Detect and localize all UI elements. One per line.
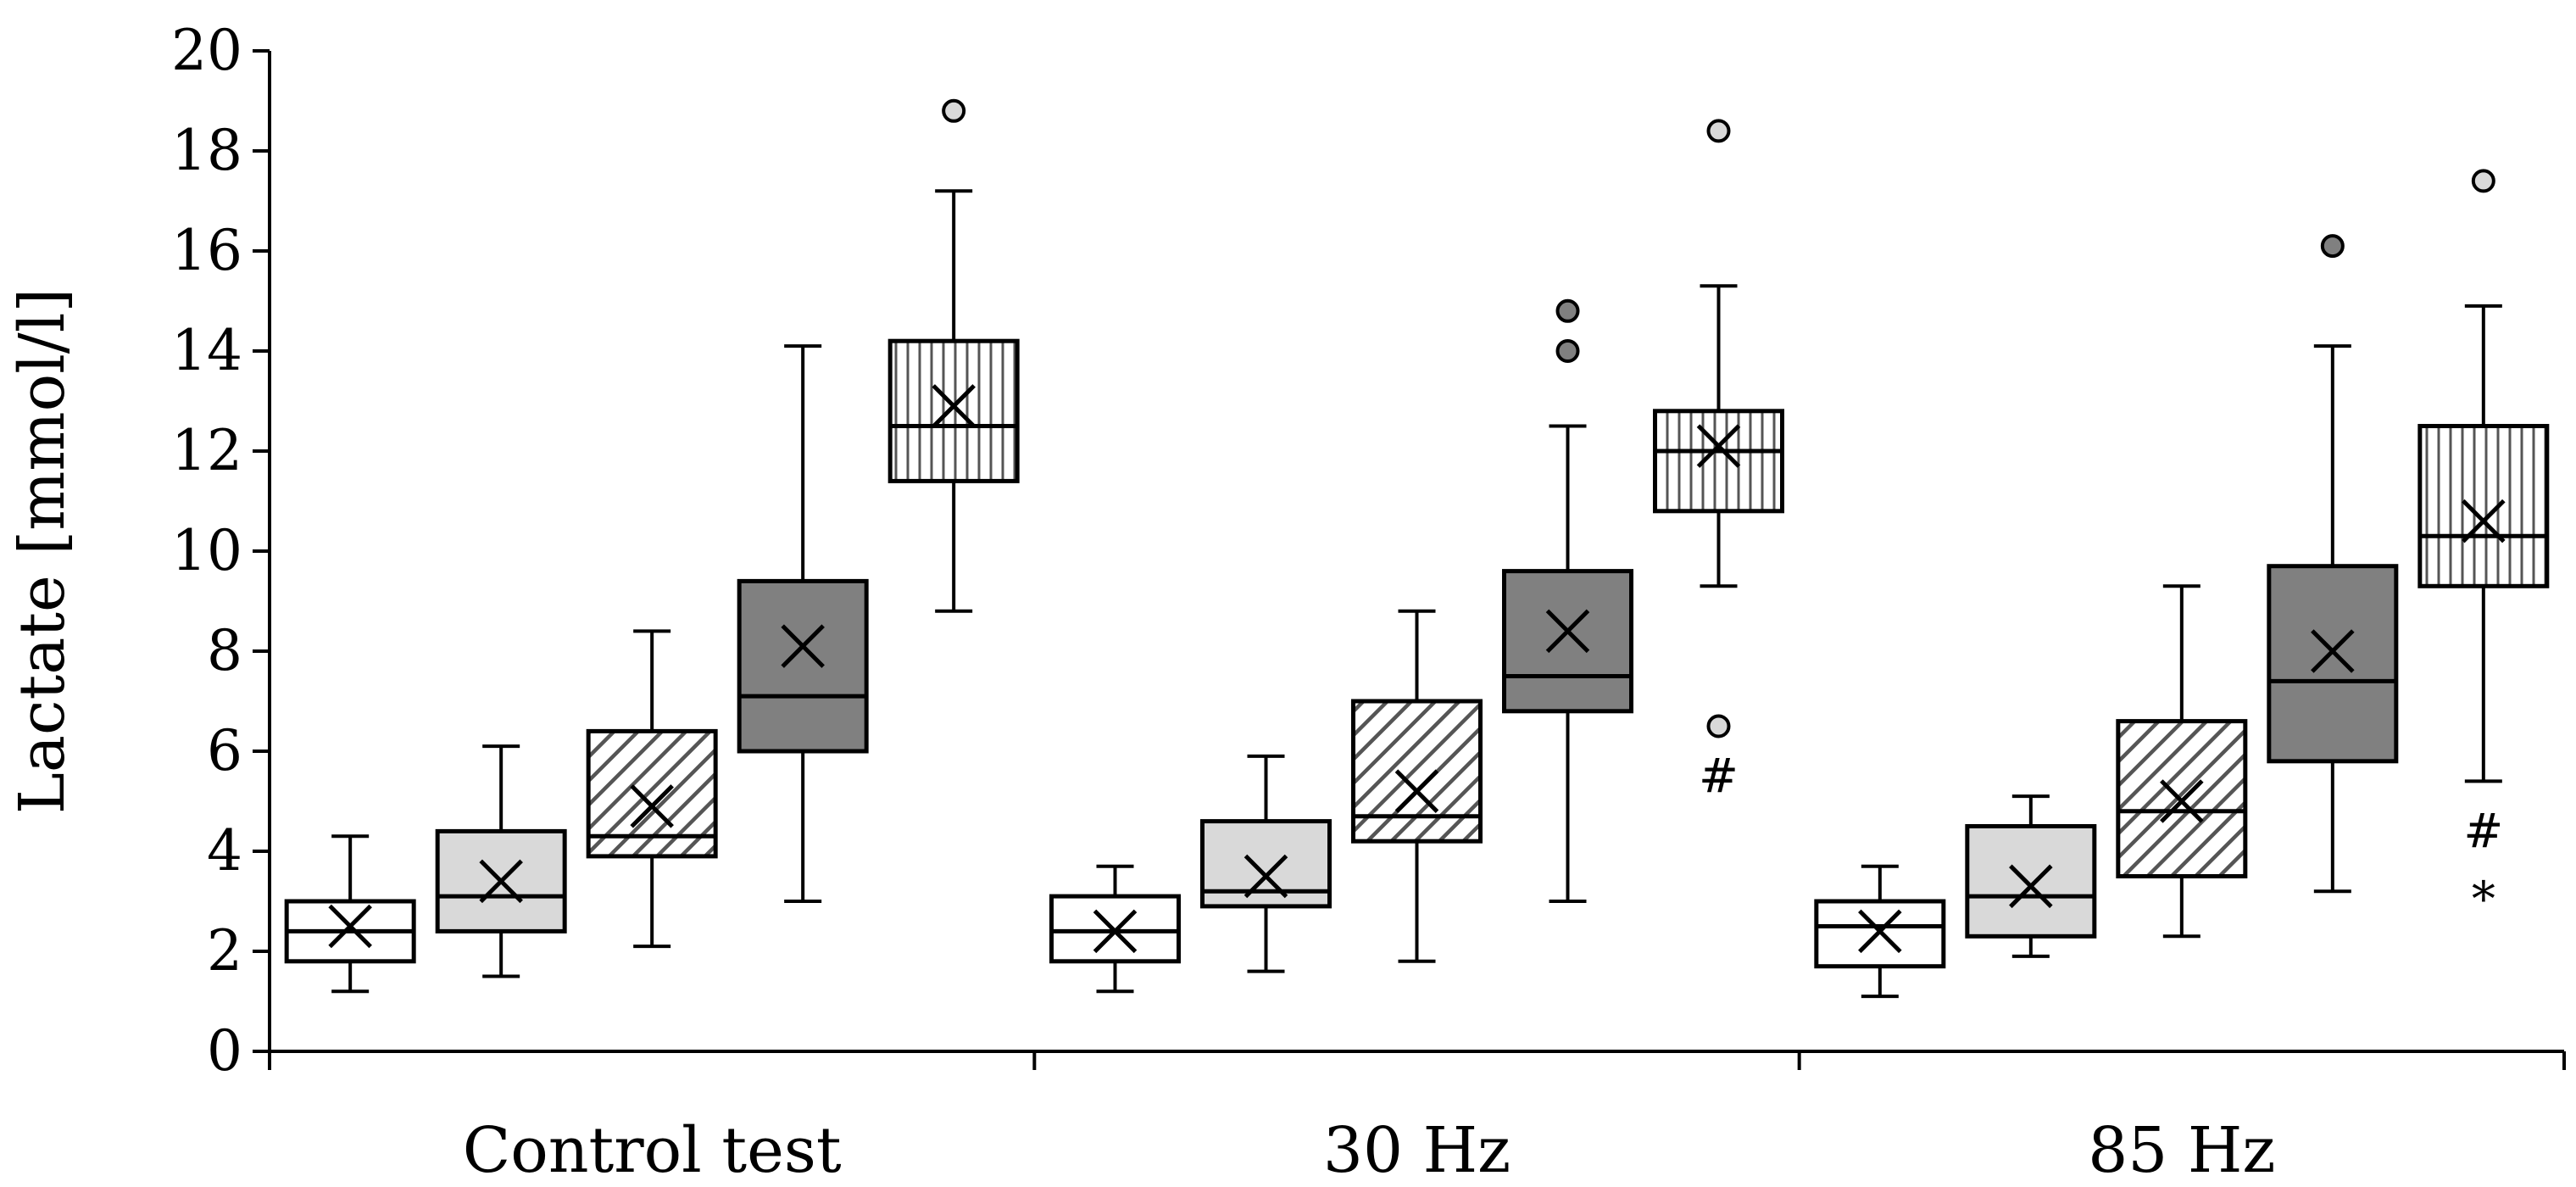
box-2-4 — [1502, 298, 1633, 903]
axes: 0 2 4 6 8 10 12 14 16 18 20 Control test 30 Hz 85 Hz — [171, 18, 2566, 1187]
box-1-4 — [737, 344, 869, 903]
box-3-4 — [2267, 234, 2399, 894]
x-category-label: 30 Hz — [1323, 1114, 1511, 1187]
iqr-box — [2267, 564, 2399, 764]
mean-marker — [479, 859, 523, 904]
iqr-box — [1502, 569, 1633, 714]
y-tick-label: 0 — [207, 1018, 242, 1084]
box-3-1 — [1814, 864, 1946, 999]
outlier-point — [1555, 339, 1580, 363]
y-tick-label: 2 — [207, 918, 242, 984]
significance-mark: # — [1699, 750, 1739, 805]
y-tick-label: 10 — [171, 518, 242, 583]
iqr-box — [737, 578, 869, 754]
outlier-point — [2320, 234, 2345, 259]
box-3-5: #* — [2417, 169, 2550, 927]
y-tick-label: 20 — [171, 18, 242, 83]
mean-marker — [1696, 424, 1741, 468]
iqr-box — [1965, 824, 2097, 939]
x-category-label: 85 Hz — [2088, 1114, 2275, 1187]
box-2-2 — [1200, 754, 1332, 973]
outlier-point — [2471, 169, 2495, 193]
mean-marker — [2009, 864, 2053, 909]
iqr-box — [1351, 699, 1483, 844]
iqr-box — [1814, 899, 1946, 969]
box-1-3 — [586, 629, 718, 949]
significance-mark: # — [2463, 804, 2503, 859]
mean-marker — [1394, 769, 1439, 813]
outlier-point — [942, 98, 966, 123]
box-3-3 — [2116, 584, 2248, 939]
outlier-point — [1706, 714, 1731, 738]
iqr-box — [2417, 424, 2550, 588]
y-tick-label: 14 — [171, 318, 242, 383]
iqr-box — [1049, 894, 1181, 964]
box-1-1 — [284, 834, 416, 994]
iqr-box — [1200, 819, 1332, 909]
iqr-box — [887, 338, 1020, 483]
box-2-1 — [1049, 864, 1181, 994]
y-tick-label: 6 — [207, 718, 242, 783]
mean-marker — [2311, 629, 2355, 673]
outlier-point — [1555, 298, 1580, 323]
box-3-2 — [1965, 794, 2097, 958]
mean-marker — [2462, 499, 2506, 543]
box-2-3 — [1351, 609, 1483, 963]
mean-marker — [1243, 854, 1288, 899]
mean-marker — [781, 624, 825, 668]
mean-marker — [1093, 909, 1138, 954]
y-tick-label: 8 — [207, 618, 242, 683]
plot-area: ##* — [284, 98, 2550, 999]
mean-marker — [630, 784, 674, 828]
y-tick-label: 18 — [171, 118, 242, 183]
box-1-2 — [435, 744, 567, 978]
mean-marker — [932, 384, 976, 428]
box-2-5: # — [1653, 119, 1784, 805]
mean-marker — [1545, 609, 1590, 654]
iqr-box — [1653, 409, 1784, 514]
x-category-label: Control test — [463, 1114, 842, 1187]
mean-marker — [328, 904, 372, 949]
significance-mark: * — [2472, 872, 2495, 927]
outlier-point — [1706, 119, 1731, 143]
mean-marker — [2160, 779, 2204, 823]
y-tick-label: 16 — [171, 218, 242, 283]
y-axis-title: Lactate [mmol/l] — [6, 288, 79, 815]
box-1-5 — [887, 98, 1020, 613]
y-tick-label: 12 — [171, 418, 242, 483]
y-tick-label: 4 — [207, 818, 242, 883]
mean-marker — [1858, 909, 1902, 954]
